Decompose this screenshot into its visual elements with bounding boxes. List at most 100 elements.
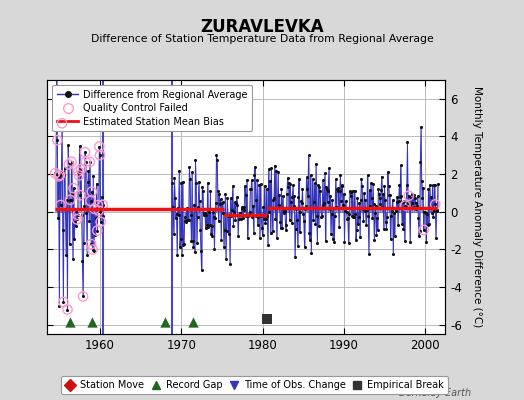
Point	[284, 184, 292, 190]
Point	[214, 218, 223, 225]
Point	[357, 176, 366, 183]
Point	[79, 293, 88, 300]
Point	[407, 200, 416, 206]
Point	[280, 210, 288, 216]
Point	[330, 239, 339, 245]
Point	[202, 212, 211, 218]
Point	[311, 220, 320, 227]
Point	[418, 178, 426, 184]
Point	[390, 232, 399, 239]
Point	[176, 244, 184, 250]
Point	[276, 219, 285, 225]
Point	[211, 215, 220, 221]
Point	[223, 227, 231, 234]
Point	[308, 205, 316, 212]
Point	[336, 172, 345, 178]
Point	[239, 206, 248, 213]
Point	[285, 180, 293, 186]
Point	[322, 184, 331, 190]
Point	[335, 224, 343, 230]
Point	[267, 165, 276, 171]
Point	[210, 246, 219, 252]
Point	[393, 194, 401, 200]
Point	[410, 204, 419, 210]
Point	[232, 200, 241, 206]
Point	[54, 173, 63, 180]
Point	[341, 208, 350, 215]
Point	[78, 211, 86, 218]
Point	[82, 159, 90, 165]
Point	[200, 210, 209, 216]
Point	[386, 192, 394, 199]
Point	[400, 238, 409, 244]
Point	[346, 192, 355, 199]
Point	[340, 191, 348, 198]
Point	[288, 194, 297, 200]
Point	[329, 236, 337, 242]
Point	[95, 143, 104, 150]
Point	[95, 143, 104, 150]
Point	[66, 196, 74, 203]
Point	[69, 185, 78, 191]
Point	[366, 202, 375, 209]
Point	[399, 199, 407, 205]
Point	[57, 169, 66, 175]
Point	[331, 213, 339, 220]
Point	[374, 226, 382, 233]
Point	[351, 210, 359, 217]
Point	[254, 222, 262, 228]
Point	[316, 188, 324, 194]
Point	[195, 198, 204, 205]
Point	[291, 254, 299, 260]
Point	[89, 246, 97, 253]
Point	[71, 223, 80, 230]
Point	[367, 195, 376, 202]
Point	[219, 210, 227, 216]
Point	[88, 188, 96, 195]
Point	[52, 67, 61, 73]
Point	[193, 214, 202, 220]
Point	[293, 243, 302, 249]
Point	[198, 267, 206, 273]
Point	[193, 240, 201, 246]
Point	[273, 205, 281, 212]
Point	[189, 318, 198, 325]
Point	[228, 183, 237, 189]
Legend: Difference from Regional Average, Quality Control Failed, Estimated Station Mean: Difference from Regional Average, Qualit…	[52, 85, 253, 131]
Point	[187, 238, 195, 244]
Point	[173, 204, 182, 211]
Point	[397, 192, 406, 199]
Point	[242, 192, 250, 198]
Point	[238, 204, 246, 210]
Point	[168, 180, 177, 186]
Point	[84, 168, 93, 174]
Text: Difference of Station Temperature Data from Regional Average: Difference of Station Temperature Data f…	[91, 34, 433, 44]
Point	[213, 156, 221, 163]
Point	[90, 206, 99, 212]
Point	[304, 152, 313, 159]
Point	[247, 177, 256, 183]
Point	[94, 202, 102, 208]
Point	[422, 239, 431, 246]
Point	[298, 200, 306, 206]
Point	[257, 212, 265, 219]
Point	[316, 204, 325, 211]
Point	[224, 231, 233, 237]
Point	[387, 213, 396, 219]
Point	[58, 120, 66, 126]
Point	[203, 222, 211, 228]
Point	[172, 214, 180, 221]
Point	[219, 199, 227, 206]
Point	[51, 170, 60, 176]
Point	[223, 195, 232, 202]
Point	[237, 216, 245, 222]
Point	[61, 164, 69, 171]
Point	[62, 252, 70, 258]
Point	[295, 176, 303, 183]
Point	[420, 227, 428, 233]
Point	[99, 202, 107, 208]
Point	[271, 216, 280, 222]
Point	[384, 169, 392, 175]
Point	[60, 172, 68, 178]
Point	[399, 226, 408, 232]
